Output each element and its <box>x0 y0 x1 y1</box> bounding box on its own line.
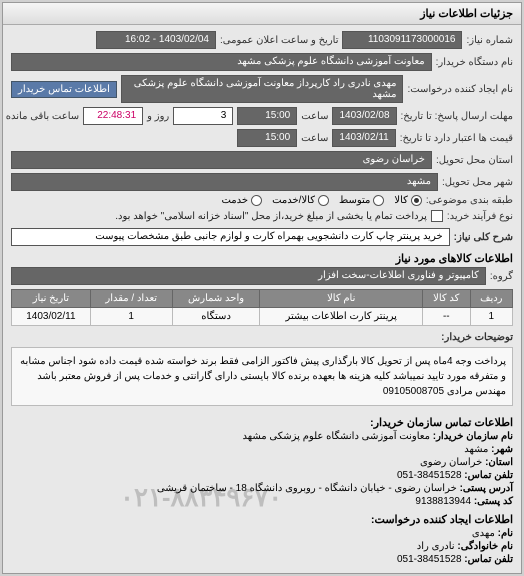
pack-option-mix[interactable]: کالا/خدمت <box>272 195 329 206</box>
request-no-field: 1103091173000016 <box>342 31 462 49</box>
city-label: شهر محل تحویل: <box>442 177 513 188</box>
pack-option-med[interactable]: متوسط <box>339 195 384 206</box>
request-no-label: شماره نیاز: <box>466 35 513 46</box>
pack-radio-group: کالا متوسط کالا/خدمت خدمت <box>221 195 421 206</box>
c-org: معاونت آموزشی دانشگاه علوم پزشکی مشهد <box>243 431 430 442</box>
c-post: 9138813944 <box>415 496 471 507</box>
buyer-desc-label: توضیحات خریدار: <box>441 332 513 343</box>
col-code: کد کالا <box>422 290 470 308</box>
desc-label: شرح کلی نیاز: <box>454 232 513 243</box>
buyer-org-label: نام دستگاه خریدار: <box>436 57 513 68</box>
pack-opt-d: خدمت <box>221 195 248 206</box>
creator-title: اطلاعات ایجاد کننده درخواست: <box>11 513 513 526</box>
remain-time: 22:48:31 <box>83 107 143 125</box>
cell-qty: 1 <box>90 308 172 326</box>
c-addr-label: آدرس پستی: <box>460 483 513 494</box>
deadline-hour-label: ساعت <box>301 111 328 122</box>
buytype-note: پرداخت تمام یا بخشی از مبلغ خرید،از محل … <box>115 211 427 222</box>
expire-label: قیمت ها اعتبار دارد تا تاریخ: <box>400 133 513 144</box>
deadline-hour: 15:00 <box>237 107 297 125</box>
announce-label: تاریخ و ساعت اعلان عمومی: <box>220 35 339 46</box>
c-ctel: 38451528-051 <box>397 554 462 565</box>
requester-field: مهدی نادری راد کارپرداز معاونت آموزشی دا… <box>121 75 404 103</box>
pack-option-svc[interactable]: خدمت <box>221 195 262 206</box>
cell-unit: دستگاه <box>172 308 260 326</box>
province-field: خراسان رضوی <box>11 151 432 169</box>
pack-opt-a: کالا <box>394 195 408 206</box>
cell-idx: 1 <box>470 308 512 326</box>
expire-hour-label: ساعت <box>301 133 328 144</box>
province-label: استان محل تحویل: <box>436 155 513 166</box>
buyer-desc-box: پرداخت وجه 4ماه پس از تحویل کالا بارگذار… <box>11 347 513 406</box>
buytype-checkbox[interactable] <box>431 210 443 222</box>
deadline-label: مهلت ارسال پاسخ: تا تاریخ: <box>401 111 513 122</box>
c-addr: خراسان رضوی - خیابان دانشگاه - روبروی دا… <box>157 483 457 494</box>
announce-field: 1403/02/04 - 16:02 <box>96 31 216 49</box>
c-name: مهدی <box>472 528 495 539</box>
radio-icon <box>373 195 384 206</box>
remain-suffix: ساعت باقی مانده <box>6 111 79 122</box>
city-field: مشهد <box>11 173 438 191</box>
c-lname-label: نام خانوادگی: <box>457 541 513 552</box>
table-header-row: ردیف کد کالا نام کالا واحد شمارش تعداد /… <box>12 290 513 308</box>
buyer-org-field: معاونت آموزشی دانشگاه علوم پزشکی مشهد <box>11 53 432 71</box>
c-city: مشهد <box>464 444 488 455</box>
col-idx: ردیف <box>470 290 512 308</box>
requester-label: نام ایجاد کننده درخواست: <box>407 84 513 95</box>
items-title: اطلاعات کالاهای مورد نیاز <box>11 252 513 265</box>
remain-days-label: روز و <box>147 111 169 122</box>
c-lname: نادری راد <box>417 541 455 552</box>
c-prov: خراسان رضوی <box>420 457 482 468</box>
main-panel: جزئیات اطلاعات نیاز شماره نیاز: 11030911… <box>2 2 522 574</box>
items-table: ردیف کد کالا نام کالا واحد شمارش تعداد /… <box>11 289 513 326</box>
radio-icon <box>411 195 422 206</box>
remain-days: 3 <box>173 107 233 125</box>
c-prov-label: استان: <box>485 457 513 468</box>
c-ctel-label: تلفن تماس: <box>464 554 513 565</box>
cell-name: پرینتر کارت اطلاعات بیشتر <box>260 308 423 326</box>
expire-date: 1403/02/11 <box>332 129 395 147</box>
pack-label: طبقه بندی موضوعی: <box>426 195 513 206</box>
contact-link[interactable]: اطلاعات تماس خریدار <box>11 81 117 98</box>
cell-date: 1403/02/11 <box>12 308 91 326</box>
panel-title: جزئیات اطلاعات نیاز <box>3 3 521 25</box>
cell-code: -- <box>422 308 470 326</box>
col-qty: تعداد / مقدار <box>90 290 172 308</box>
pack-option-kala[interactable]: کالا <box>394 195 422 206</box>
table-row[interactable]: 1 -- پرینتر کارت اطلاعات بیشتر دستگاه 1 … <box>12 308 513 326</box>
radio-icon <box>318 195 329 206</box>
c-post-label: کد پستی: <box>474 496 513 507</box>
group-field: کامپیوتر و فناوری اطلاعات-سخت افزار <box>11 267 486 285</box>
col-name: نام کالا <box>260 290 423 308</box>
radio-icon <box>251 195 262 206</box>
c-org-label: نام سازمان خریدار: <box>433 431 513 442</box>
deadline-date: 1403/02/08 <box>332 107 396 125</box>
pack-opt-c: کالا/خدمت <box>272 195 315 206</box>
contact-title: اطلاعات تماس سازمان خریدار: <box>11 416 513 429</box>
expire-hour: 15:00 <box>237 129 297 147</box>
c-name-label: نام: <box>498 528 513 539</box>
pack-opt-b: متوسط <box>339 195 370 206</box>
desc-field: خرید پرینتر چاپ کارت دانشجویی بهمراه کار… <box>11 228 450 246</box>
col-date: تاریخ نیاز <box>12 290 91 308</box>
c-city-label: شهر: <box>491 444 513 455</box>
col-unit: واحد شمارش <box>172 290 260 308</box>
buytype-label: نوع فرآیند خرید: <box>447 211 513 222</box>
group-label: گروه: <box>490 271 513 282</box>
c-tel-label: تلفن تماس: <box>464 470 513 481</box>
c-tel: 38451528-051 <box>397 470 462 481</box>
